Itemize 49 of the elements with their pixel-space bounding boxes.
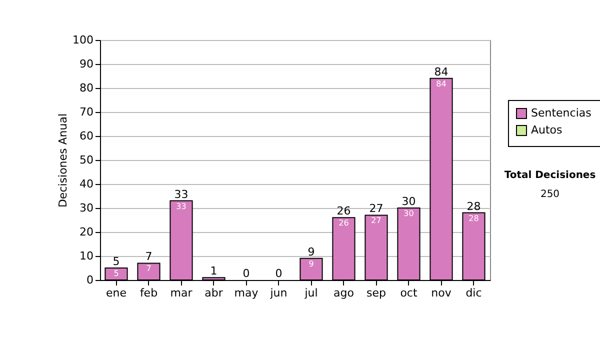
y-tick-label: 30 (80, 202, 94, 214)
total-label: 33 (174, 188, 188, 201)
y-tick-label: 50 (80, 154, 94, 166)
data-label: 30 (404, 209, 414, 218)
x-tick-label: oct (400, 286, 418, 300)
x-tick-label: mar (170, 286, 193, 300)
data-label: 28 (468, 214, 479, 223)
x-tick-label: jun (269, 286, 288, 300)
total-label: 0 (242, 267, 250, 280)
x-tick-label: ago (334, 286, 354, 300)
x-tick-label: nov (431, 286, 452, 300)
y-axis-title: Decisiones Anual (56, 113, 70, 208)
y-tick-label: 100 (72, 34, 94, 46)
x-tick-label: jul (304, 286, 318, 300)
total-label: 84 (434, 65, 448, 78)
total-label: 28 (466, 200, 481, 213)
total-label: 9 (308, 245, 315, 258)
y-tick-label: 90 (80, 58, 94, 70)
y-tick-label: 70 (80, 106, 94, 118)
x-tick-label: ene (106, 286, 127, 300)
data-label: 5 (114, 269, 119, 278)
y-tick-label: 40 (80, 178, 94, 190)
total-label: 30 (402, 195, 416, 208)
total-label: 26 (336, 204, 351, 218)
data-label: 9 (308, 259, 314, 268)
y-tick-label: 10 (80, 250, 94, 262)
legend-label: Autos (531, 124, 563, 136)
data-label: 27 (371, 216, 382, 226)
total-label: 1 (210, 264, 218, 278)
legend-label: Sentencias (531, 106, 592, 120)
x-tick-label: may (234, 286, 259, 300)
x-tick-label: dic (466, 286, 482, 300)
text: Total Decisiones (503, 170, 597, 181)
data-label: 33 (176, 202, 186, 211)
y-tick-label: 20 (80, 226, 94, 238)
total-label: 0 (275, 267, 282, 280)
x-tick-label: sep (366, 286, 386, 300)
data-label: 7 (146, 264, 152, 274)
y-tick-label: 0 (86, 274, 94, 286)
total-label: 7 (145, 250, 152, 264)
data-label: 84 (436, 79, 446, 88)
x-tick-label: feb (140, 286, 158, 300)
total-label: 5 (112, 255, 120, 268)
x-tick-label: abr (204, 286, 224, 300)
y-tick-label: 80 (80, 82, 94, 94)
data-label: 26 (338, 218, 349, 228)
text: 250 (539, 189, 561, 200)
y-tick-label: 60 (80, 130, 94, 142)
total-label: 27 (369, 202, 384, 216)
